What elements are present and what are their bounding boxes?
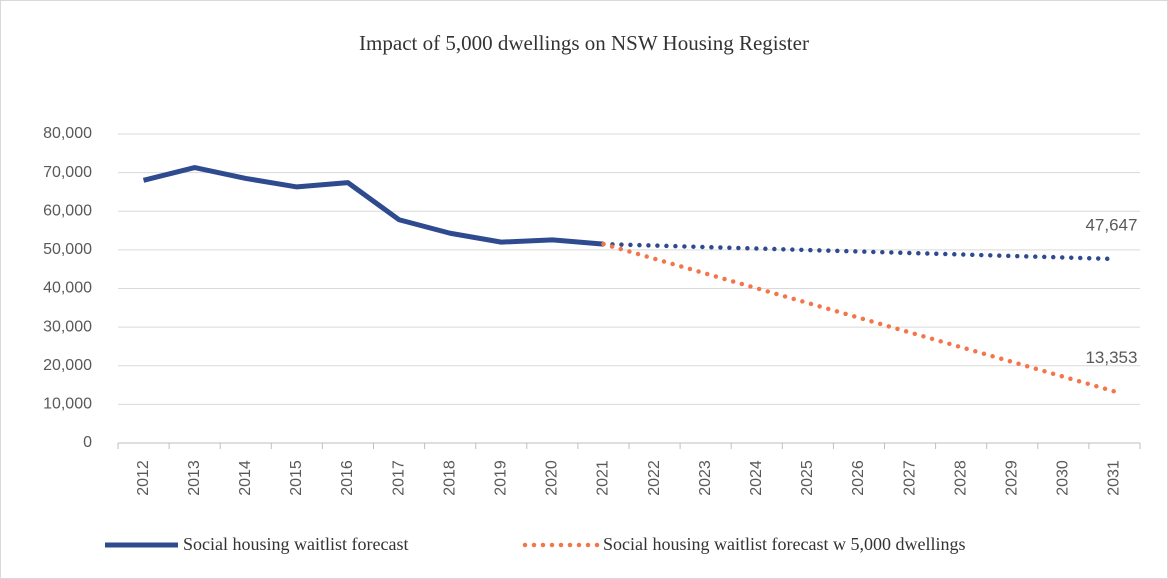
x-tick-label: 2030 (1055, 460, 1072, 496)
legend-label: Social housing waitlist forecast w 5,000… (603, 534, 965, 554)
x-tick-label: 2021 (595, 460, 612, 496)
series-line (601, 241, 1117, 394)
y-tick-label: 70,000 (43, 164, 92, 181)
x-tick-label: 2025 (799, 460, 816, 496)
data-label: 47,647 (1085, 215, 1137, 234)
y-tick-label: 40,000 (43, 280, 92, 297)
x-tick-label: 2019 (492, 460, 509, 496)
y-tick-label: 50,000 (43, 241, 92, 258)
x-tick-label: 2016 (339, 460, 356, 496)
x-tick-label: 2028 (952, 460, 969, 496)
x-tick-label: 2031 (1106, 460, 1123, 496)
data-label: 13,353 (1085, 348, 1137, 367)
x-tick-label: 2020 (544, 460, 561, 496)
y-tick-label: 30,000 (43, 318, 92, 335)
x-tick-label: 2012 (135, 460, 152, 496)
x-tick-label: 2024 (748, 460, 765, 496)
x-tick-label: 2026 (850, 460, 867, 496)
x-tick-label: 2029 (1003, 460, 1020, 496)
x-tick-label: 2015 (288, 460, 305, 496)
x-tick-label: 2027 (901, 460, 918, 496)
x-tick-label: 2013 (186, 460, 203, 496)
series-line (142, 165, 604, 247)
x-tick-label: 2017 (390, 460, 407, 496)
y-tick-label: 0 (83, 434, 92, 451)
y-tick-label: 80,000 (43, 125, 92, 142)
y-tick-label: 20,000 (43, 357, 92, 374)
x-tick-label: 2014 (237, 460, 254, 496)
x-tick-label: 2018 (441, 460, 458, 496)
y-tick-label: 60,000 (43, 202, 92, 219)
x-tick-label: 2023 (697, 460, 714, 496)
chart-title: Impact of 5,000 dwellings on NSW Housing… (359, 31, 809, 55)
x-tick-label: 2022 (646, 460, 663, 496)
y-tick-label: 10,000 (43, 396, 92, 413)
legend-label: Social housing waitlist forecast (183, 534, 408, 554)
